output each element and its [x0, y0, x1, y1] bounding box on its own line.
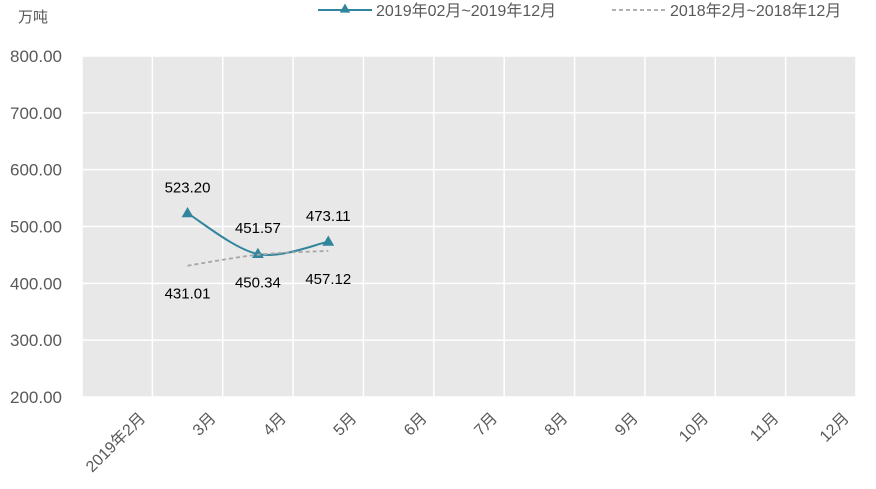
data-label: 450.34: [235, 275, 281, 292]
y-tick-label: 600.00: [10, 161, 62, 180]
legend-label-series-1: 2019年02月~2019年12月: [376, 2, 556, 20]
data-label: 523.20: [165, 179, 211, 196]
y-axis-unit-label: 万吨: [18, 9, 48, 26]
data-label: 473.11: [306, 208, 351, 225]
gridlines: [81, 55, 857, 398]
legend-label-series-2: 2018年2月~2018年12月: [670, 2, 841, 20]
legend-marker-series-1: [339, 3, 351, 13]
series-line-2: [187, 249, 329, 267]
legend-item-series-2[interactable]: 2018年2月~2018年12月: [612, 2, 841, 20]
data-labels: 523.20 431.01 451.57 450.34 473.11 457.12: [165, 179, 352, 302]
y-tick-label: 300.00: [10, 331, 62, 350]
legend: 2019年02月~2019年12月 2018年2月~2018年12月: [318, 2, 841, 20]
legend-item-series-1[interactable]: 2019年02月~2019年12月: [318, 2, 556, 20]
y-tick-label: 200.00: [10, 388, 62, 407]
series-2: [187, 249, 329, 267]
data-label: 457.12: [305, 271, 351, 288]
data-label: 431.01: [165, 286, 211, 303]
series-layer: [181, 207, 335, 267]
data-label: 451.57: [235, 220, 281, 237]
y-tick-label: 500.00: [10, 218, 62, 237]
data-point-marker[interactable]: [322, 235, 335, 246]
y-tick-label: 800.00: [10, 47, 62, 66]
data-point-marker[interactable]: [181, 207, 194, 218]
y-tick-label: 700.00: [10, 104, 62, 123]
y-axis: 800.00 700.00 600.00 500.00 400.00 300.00 200.…: [10, 47, 62, 407]
y-tick-label: 400.00: [10, 274, 62, 293]
